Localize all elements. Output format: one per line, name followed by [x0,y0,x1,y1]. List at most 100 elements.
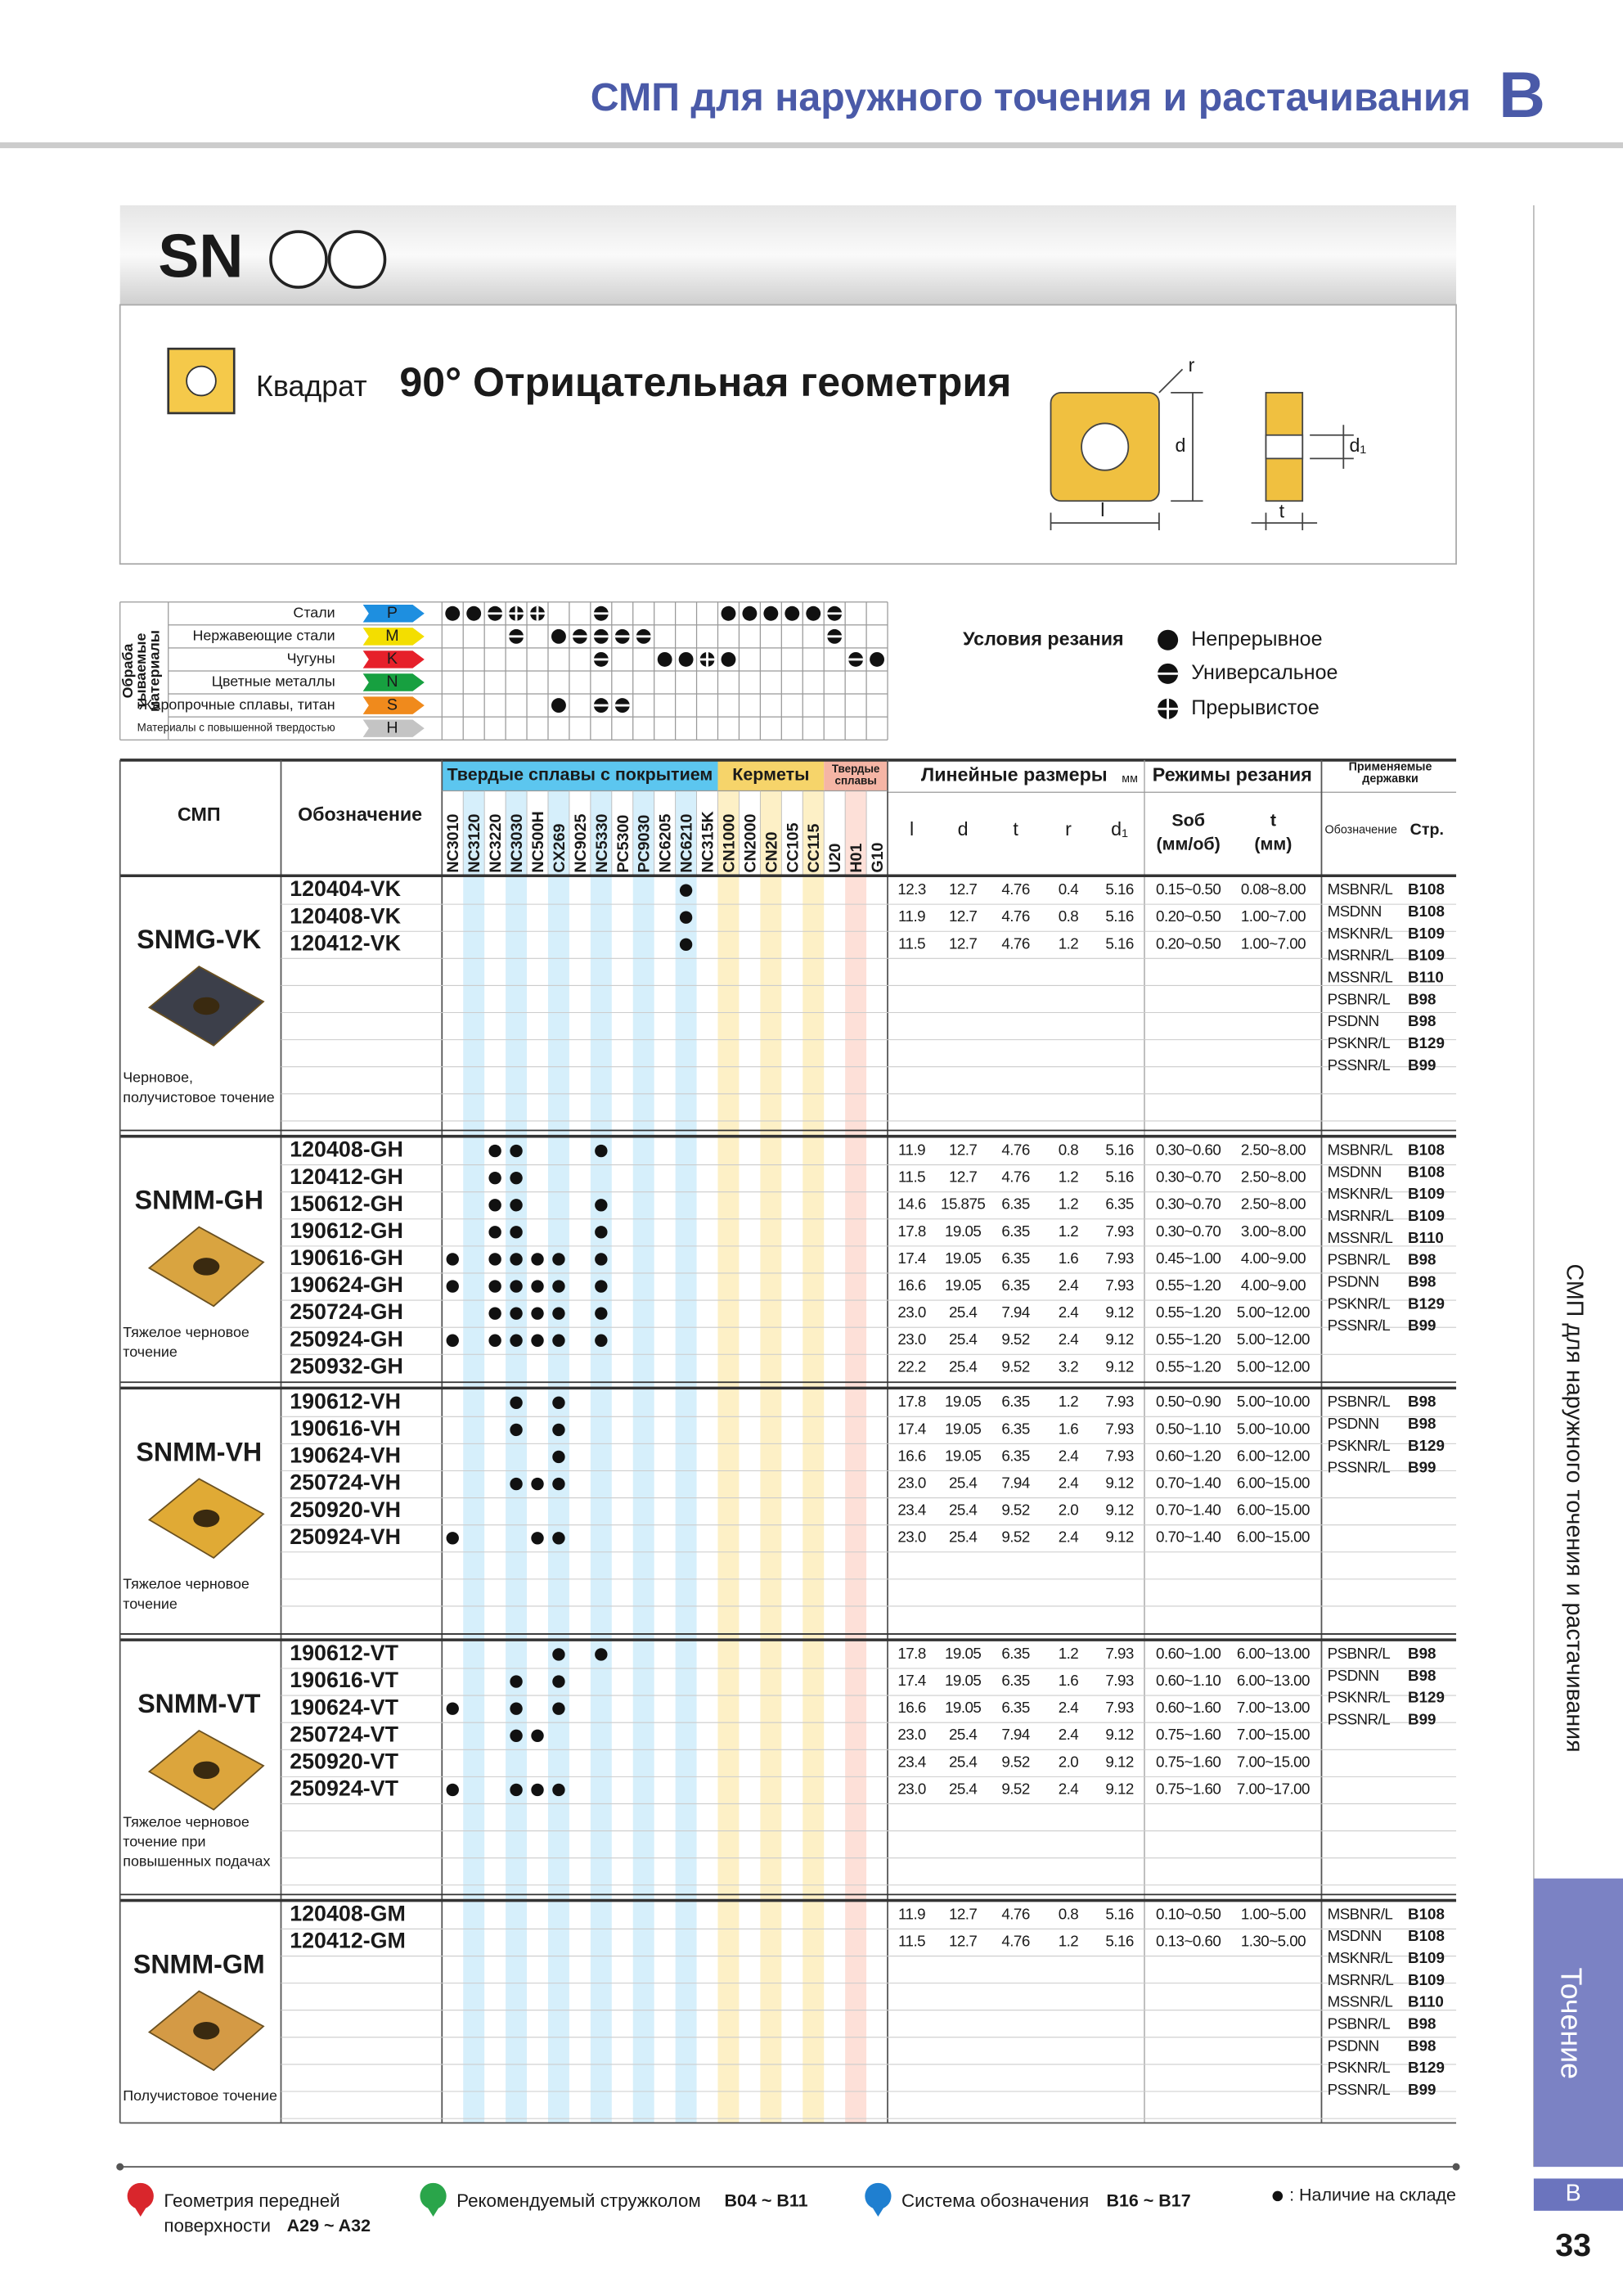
footer-link-range: A29 ~ A32 [287,2216,371,2235]
material-code: K [387,650,398,668]
cell-value: 25.4 [949,1528,977,1546]
full-symbol [1158,629,1179,651]
sidebar-tab-label: Точение [1554,1968,1587,2079]
full-symbol [678,651,694,667]
cell-value: 17.4 [897,1249,925,1267]
sidebar-letter: B [1566,2181,1581,2207]
stock-dot [510,1253,523,1266]
grade-group-name: Керметы [732,764,809,784]
stock-dot [552,1253,565,1266]
insert-designation: 190612-VH [290,1389,401,1413]
cell-value: 1.2 [1059,1168,1079,1186]
cell-value: 23.0 [897,1474,925,1492]
footer-icon [127,2182,154,2210]
stock-dot [446,1702,459,1715]
stock-dot [510,1396,523,1409]
insert-designation: 250724-VH [290,1470,401,1495]
insert-designation: 190624-GH [290,1272,403,1297]
stock-dot [488,1144,501,1158]
cell-value: 19.05 [945,1249,981,1267]
insert-description: Тяжелое черновое [123,1576,250,1592]
product-box [119,304,1457,565]
cell-value: 0.55~1.20 [1156,1357,1221,1375]
stock-dot [446,1334,459,1347]
stock-dot [510,1477,523,1491]
cell-value: 0.75~1.60 [1156,1726,1221,1743]
cell-value: 6.35 [1001,1195,1029,1213]
holder-name: PSDNN [1328,1012,1379,1029]
material-name: Цветные металлы [212,673,335,690]
material-badge [362,651,425,669]
holder-page: B99 [1408,1459,1436,1476]
cell-value: 7.94 [1001,1474,1029,1492]
stock-dot [488,1199,501,1212]
grade-name: NC315K [699,810,717,872]
full-symbol [657,651,672,667]
material-code: S [387,696,398,714]
cell-value: 4.00~9.00 [1241,1249,1306,1267]
cell-value: 6.00~13.00 [1237,1645,1310,1662]
stock-dot [1272,2190,1284,2202]
condition-label: Универсальное [1191,661,1338,684]
cell-value: 0.10~0.50 [1156,1905,1221,1922]
stock-dot [446,1253,459,1266]
product-code: SN [158,222,243,290]
cell-value: 7.93 [1105,1447,1133,1464]
holder-name: PSBNR/L [1328,1251,1391,1268]
cell-value: 2.0 [1059,1501,1079,1519]
dim-label: d [1176,434,1186,456]
material-name: Чугуны [287,651,335,667]
stock-dot [510,1226,523,1239]
conditions-title: Условия резания [963,628,1123,649]
cell-value: 5.00~12.00 [1237,1357,1310,1375]
stock-dot [552,1396,565,1409]
material-name: Стали [293,604,335,620]
stock-dot [595,1648,608,1661]
material-name: Материалы с повышенной твердостью [137,722,335,734]
cell-value: 17.8 [897,1393,925,1410]
insert-designation: 250924-VT [290,1776,398,1801]
holder-page: B129 [1408,2059,1445,2076]
cell-value: 12.7 [949,1168,977,1186]
cell-value: 4.76 [1001,934,1029,952]
stock-dot [595,1144,608,1158]
col-header: Обозначение [1325,824,1397,837]
cell-value: 4.76 [1001,1905,1029,1922]
dim-header: t [1013,818,1018,840]
cell-value: 7.00~15.00 [1237,1726,1310,1743]
geometry: 90° Отрицательная геометрия [399,359,1011,405]
cell-value: 5.16 [1105,1141,1133,1159]
cell-value: 22.2 [897,1357,925,1375]
cell-value: 1.6 [1059,1420,1079,1437]
shape-name: Квадрат [256,370,367,403]
holder-page: B129 [1408,1437,1445,1454]
full-symbol [785,606,800,621]
stock-dot [552,1783,565,1797]
section-letter: B [1499,59,1545,131]
holder-page: B99 [1408,1710,1436,1727]
cell-value: 11.5 [898,1168,925,1186]
grade-name: H01 [847,844,865,873]
grade-name: NC3220 [487,813,505,872]
materials-title: материалы [146,630,162,712]
holder-page: B98 [1408,2015,1436,2033]
cell-value: 19.05 [945,1447,981,1464]
cell-value: 11.9 [898,1905,925,1922]
holder-name: MSSNR/L [1328,968,1393,985]
cell-value: 19.05 [945,1222,981,1240]
insert-description: повышенных подачах [123,1853,270,1870]
footer-link-text: поверхности [164,2215,271,2235]
full-symbol [466,606,482,621]
cell-value: 2.50~8.00 [1241,1168,1306,1186]
insert-designation: 250924-GH [290,1326,403,1351]
cell-value: 1.2 [1059,1932,1079,1949]
insert-description: точение [123,1344,178,1360]
holder-name: PSKNR/L [1328,1294,1391,1312]
cell-value: 1.6 [1059,1672,1079,1689]
insert-designation: 120408-GM [290,1902,406,1926]
cell-value: 16.6 [897,1699,925,1716]
cell-value: 2.4 [1059,1447,1079,1464]
holder-name: PSSNR/L [1328,2081,1391,2098]
cell-value: 1.6 [1059,1249,1079,1267]
